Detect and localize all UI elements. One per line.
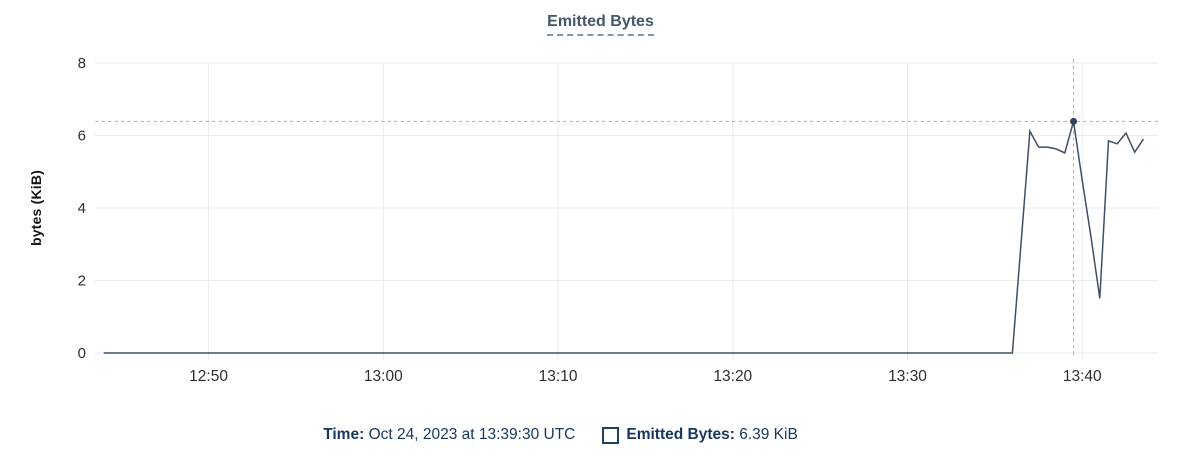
y-tick-label: 0 [78, 345, 86, 362]
line-chart-plot-area[interactable]: 0 2 4 6 8 12:50 13:00 13:10 13:20 13:30 13:40 [0, 0, 1201, 400]
x-tick-label: 13:10 [539, 368, 578, 385]
legend-time-value: Oct 24, 2023 at 13:39:30 UTC [368, 426, 576, 443]
x-tick-label: 13:30 [888, 368, 927, 385]
chart-title[interactable]: Emitted Bytes [547, 13, 654, 36]
legend-series-label[interactable]: Emitted Bytes: [626, 426, 735, 443]
y-axis-tick-labels: 0 2 4 6 8 [78, 55, 86, 362]
x-tick-label: 12:50 [189, 368, 228, 385]
legend-series-value: 6.39 KiB [739, 426, 798, 443]
series-line [103, 121, 1145, 354]
y-tick-label: 8 [78, 55, 86, 72]
legend-time-label: Time: [323, 426, 365, 443]
gridlines [95, 62, 1158, 360]
crosshair [95, 59, 1158, 358]
legend: Time: Oct 24, 2023 at 13:39:30 UTC Emitt… [0, 426, 1161, 444]
y-tick-label: 6 [78, 128, 86, 145]
y-tick-label: 2 [78, 273, 86, 290]
legend-checkbox[interactable] [602, 426, 620, 444]
y-tick-label: 4 [78, 200, 86, 217]
chart-title-row: Emitted Bytes [0, 13, 1201, 36]
x-axis-tick-labels: 12:50 13:00 13:10 13:20 13:30 13:40 [189, 368, 1102, 385]
x-tick-label: 13:00 [364, 368, 403, 385]
x-tick-label: 13:20 [713, 368, 752, 385]
series [103, 117, 1145, 354]
highlight-point [1070, 117, 1078, 125]
x-tick-label: 13:40 [1063, 368, 1102, 385]
